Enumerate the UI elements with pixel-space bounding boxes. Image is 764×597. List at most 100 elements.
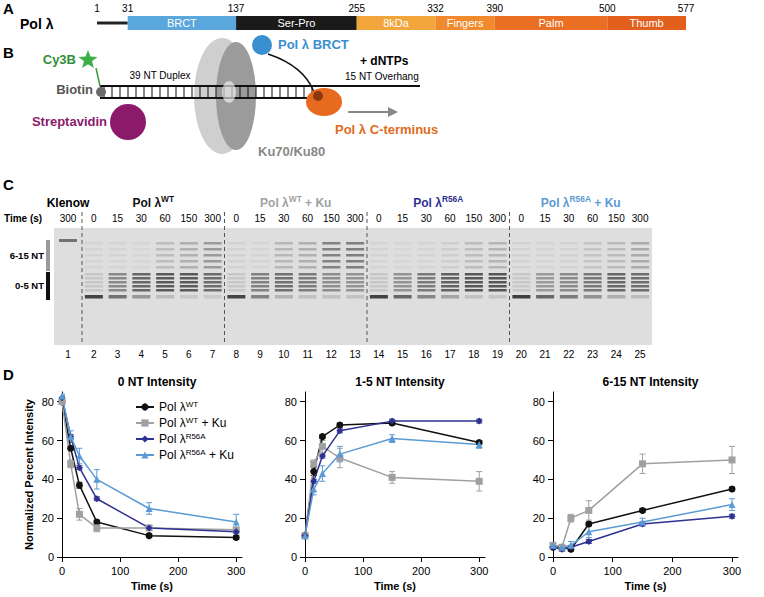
svg-text:19: 19	[492, 349, 504, 360]
svg-text:100: 100	[354, 565, 372, 577]
svg-text:150: 150	[466, 213, 483, 224]
svg-text:0: 0	[291, 551, 297, 563]
svg-text:Pol λ: Pol λ	[159, 416, 186, 430]
svg-text:0: 0	[59, 565, 65, 577]
svg-text:Pol λR56A: Pol λR56A	[413, 194, 463, 210]
svg-text:0 NT Intensity: 0 NT Intensity	[118, 375, 197, 389]
svg-text:Normalized Percent Intensity: Normalized Percent Intensity	[23, 398, 35, 550]
svg-text:16: 16	[421, 349, 433, 360]
svg-text:15: 15	[397, 213, 409, 224]
svg-text:0: 0	[234, 213, 240, 224]
svg-text:Time (s): Time (s)	[374, 580, 416, 592]
svg-text:0: 0	[376, 213, 382, 224]
svg-text:Klenow: Klenow	[47, 196, 90, 210]
svg-text:Time (s): Time (s)	[625, 580, 667, 592]
svg-text:200: 200	[663, 565, 681, 577]
svg-text:22: 22	[563, 349, 575, 360]
svg-text:80: 80	[42, 396, 54, 408]
svg-text:30: 30	[278, 213, 290, 224]
svg-text:Cy3B: Cy3B	[43, 52, 76, 67]
svg-text:60: 60	[533, 435, 545, 447]
svg-text:R56A: R56A	[186, 432, 207, 441]
svg-text:390: 390	[486, 3, 503, 14]
svg-text:60: 60	[285, 435, 297, 447]
svg-text:60: 60	[587, 213, 599, 224]
svg-text:9: 9	[257, 349, 263, 360]
svg-text:300: 300	[60, 213, 77, 224]
svg-text:R56A: R56A	[186, 448, 207, 457]
svg-text:20: 20	[533, 512, 545, 524]
svg-text:15: 15	[112, 213, 124, 224]
svg-text:Thumb: Thumb	[630, 17, 664, 29]
svg-text:6-15 NT Intensity: 6-15 NT Intensity	[602, 375, 698, 389]
svg-text:18: 18	[468, 349, 480, 360]
svg-text:10: 10	[278, 349, 290, 360]
svg-text:Time (s): Time (s)	[131, 580, 173, 592]
svg-text:20: 20	[285, 512, 297, 524]
svg-text:255: 255	[348, 3, 365, 14]
svg-text:0: 0	[550, 565, 556, 577]
svg-text:6: 6	[186, 349, 192, 360]
svg-text:2: 2	[91, 349, 97, 360]
svg-text:0: 0	[302, 565, 308, 577]
svg-text:Ser-Pro: Ser-Pro	[277, 17, 315, 29]
svg-text:25: 25	[635, 349, 647, 360]
svg-text:4: 4	[139, 349, 145, 360]
svg-text:0: 0	[48, 551, 54, 563]
svg-text:WT: WT	[186, 416, 199, 425]
svg-text:21: 21	[540, 349, 552, 360]
svg-text:24: 24	[611, 349, 623, 360]
svg-text:150: 150	[323, 213, 340, 224]
svg-text:Pol λ BRCT: Pol λ BRCT	[278, 37, 349, 52]
svg-text:Pol λWT: Pol λWT	[132, 194, 175, 210]
svg-text:300: 300	[632, 213, 649, 224]
svg-text:Biotin: Biotin	[56, 82, 93, 97]
svg-text:1-5 NT Intensity: 1-5 NT Intensity	[355, 375, 445, 389]
svg-text:100: 100	[603, 565, 621, 577]
svg-text:Ku70/Ku80: Ku70/Ku80	[258, 144, 325, 159]
svg-text:332: 332	[427, 3, 444, 14]
svg-text:1: 1	[65, 349, 71, 360]
svg-text:Pol λ C-terminus: Pol λ C-terminus	[335, 122, 438, 137]
svg-text:300: 300	[470, 565, 488, 577]
svg-text:0: 0	[539, 551, 545, 563]
svg-text:12: 12	[326, 349, 338, 360]
svg-text:20: 20	[516, 349, 528, 360]
svg-text:60: 60	[42, 435, 54, 447]
svg-text:+ dNTPs: + dNTPs	[360, 54, 409, 68]
svg-text:14: 14	[373, 349, 385, 360]
svg-text:137: 137	[228, 3, 245, 14]
svg-text:11: 11	[302, 349, 313, 360]
svg-text:Pol λWT + Ku: Pol λWT + Ku	[260, 194, 331, 210]
svg-text:39 NT Duplex: 39 NT Duplex	[130, 70, 191, 81]
svg-text:13: 13	[350, 349, 362, 360]
svg-text:Pol λ: Pol λ	[20, 16, 54, 32]
svg-text:577: 577	[678, 3, 695, 14]
svg-text:0: 0	[91, 213, 97, 224]
svg-text:0-5 NT: 0-5 NT	[15, 280, 44, 291]
svg-text:150: 150	[608, 213, 625, 224]
svg-text:300: 300	[227, 565, 245, 577]
svg-text:40: 40	[533, 473, 545, 485]
svg-text:3: 3	[115, 349, 121, 360]
svg-text:30: 30	[563, 213, 575, 224]
svg-text:WT: WT	[186, 400, 199, 409]
svg-text:15: 15	[255, 213, 267, 224]
svg-text:300: 300	[723, 565, 741, 577]
svg-text:5: 5	[162, 349, 168, 360]
svg-text:60: 60	[445, 213, 457, 224]
svg-text:60: 60	[160, 213, 172, 224]
svg-text:+ Ku: + Ku	[206, 448, 234, 462]
svg-text:60: 60	[302, 213, 314, 224]
svg-text:+ Ku: + Ku	[198, 416, 226, 430]
svg-text:20: 20	[42, 512, 54, 524]
svg-text:300: 300	[347, 213, 364, 224]
svg-text:Fingers: Fingers	[447, 17, 484, 29]
svg-text:Pol λR56A + Ku: Pol λR56A + Ku	[541, 194, 621, 210]
svg-text:0: 0	[519, 213, 525, 224]
svg-text:8: 8	[234, 349, 240, 360]
svg-text:C: C	[3, 176, 14, 193]
svg-text:Pol λ: Pol λ	[159, 448, 186, 462]
svg-text:Pol λ: Pol λ	[159, 432, 186, 446]
svg-text:Pol λ: Pol λ	[159, 400, 186, 414]
